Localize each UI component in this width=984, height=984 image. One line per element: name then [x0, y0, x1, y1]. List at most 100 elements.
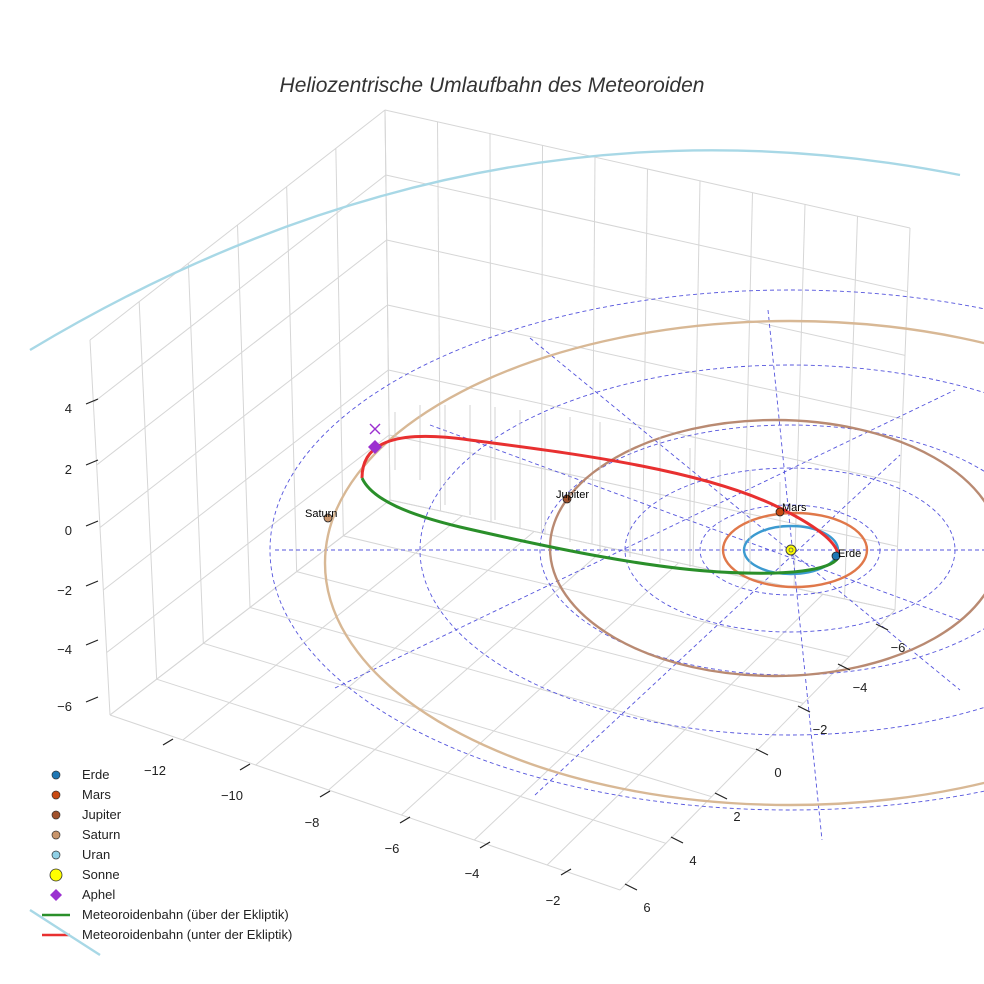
legend-label: Erde [82, 767, 109, 782]
x-tick-label: −2 [546, 893, 561, 908]
planet-label-saturn: Saturn [305, 508, 337, 520]
z-tick-mark [85, 580, 99, 587]
grid-line [103, 369, 389, 591]
legend-label: Meteoroidenbahn (über der Ekliptik) [82, 907, 289, 922]
legend-label: Saturn [82, 827, 120, 842]
ecliptic-ray [529, 337, 961, 691]
legend-label: Aphel [82, 887, 115, 902]
x-tick-mark [239, 763, 251, 771]
x-tick-mark [560, 868, 572, 876]
y-tick-mark [875, 623, 889, 631]
z-tick-mark [85, 520, 99, 527]
grid-line [343, 535, 850, 658]
y-tick-label: −6 [891, 640, 906, 655]
z-tick-label: −2 [57, 583, 72, 598]
orbit-uran [29, 149, 961, 352]
y-tick-label: −4 [853, 680, 868, 695]
ecliptic-ray [334, 389, 956, 689]
aphel-x-mark [369, 423, 381, 435]
orbit-uran-fragment [29, 908, 101, 957]
planet-jupiter-marker [562, 494, 572, 504]
x-tick-mark [479, 841, 491, 849]
grid-line [249, 607, 758, 751]
x-tick-mark [162, 738, 174, 746]
planet-mars-marker [775, 507, 785, 517]
ecliptic-ray [429, 424, 961, 621]
ecliptic-reference-grid [269, 289, 984, 841]
y-tick-mark [670, 836, 684, 844]
z-tick-label: 0 [65, 523, 72, 538]
z-axis: 4 2 0 −2 −4 −6 [57, 398, 99, 714]
grid-line [388, 369, 901, 484]
z-tick-mark [85, 398, 99, 405]
grid-line [96, 239, 387, 466]
z-tick-mark [85, 639, 99, 646]
legend-item: Meteoroidenbahn (über der Ekliptik) [42, 907, 289, 922]
x-tick-label: −10 [221, 788, 243, 803]
legend-item: Erde [51, 767, 109, 782]
y-tick-label: 0 [774, 765, 781, 780]
meteoroid-track-above-ecliptic [360, 477, 840, 575]
x-tick-label: −6 [385, 841, 400, 856]
y-tick-mark [837, 663, 851, 671]
grid-line [93, 174, 387, 403]
grid-line [106, 434, 390, 653]
planet-saturn-marker [323, 513, 333, 523]
y-tick-label: 2 [733, 809, 740, 824]
meteoroid-track-below-ecliptic [360, 434, 840, 559]
grid-line [99, 304, 388, 528]
x-tick-mark [319, 790, 331, 798]
planet-label-erde: Erde [838, 548, 861, 560]
legend-marker [51, 830, 61, 840]
legend-marker [50, 889, 62, 901]
legend-item: Sonne [49, 867, 120, 882]
grid-line [89, 109, 386, 341]
z-tick-mark [85, 696, 99, 703]
legend: Erde Mars Jupiter Saturn Uran Sonne Aphel Meteo… [42, 767, 292, 942]
orbit-jupiter [548, 418, 984, 678]
x-tick-label: −12 [144, 763, 166, 778]
legend-item: Aphel [50, 887, 115, 902]
legend-item: Uran [51, 847, 110, 862]
grid-line [296, 571, 804, 704]
grid-line [389, 499, 896, 611]
trajectory-drop-lines [394, 405, 781, 574]
legend-marker [51, 810, 61, 820]
z-tick-label: −4 [57, 642, 72, 657]
ecliptic-ray [534, 454, 901, 796]
legend-marker [49, 868, 63, 882]
x-tick-label: −4 [465, 866, 480, 881]
y-tick-label: −2 [813, 722, 828, 737]
legend-item: Jupiter [51, 807, 122, 822]
y-tick-mark [624, 883, 638, 891]
grid-line [385, 174, 908, 293]
grid-line [203, 642, 712, 798]
y-axis: −6 −4 −2 0 2 4 6 [624, 623, 906, 915]
chart-title: Heliozentrische Umlaufbahn des Meteoroid… [279, 74, 705, 97]
x-axis: −12 −10 −8 −6 −4 −2 [144, 738, 572, 908]
z-tick-label: −6 [57, 699, 72, 714]
z-tick-mark [85, 459, 99, 466]
y-tick-mark [797, 705, 811, 713]
grid-line [156, 678, 666, 844]
x-tick-label: −8 [305, 815, 320, 830]
sun-disc [785, 544, 797, 556]
legend-item: Meteoroidenbahn (unter der Ekliptik) [42, 927, 292, 942]
x-tick-mark [399, 816, 411, 824]
z-tick-label: 4 [65, 401, 72, 416]
legend-label: Sonne [82, 867, 120, 882]
aphel-diamond [368, 440, 382, 454]
grid-line [387, 304, 903, 420]
y-tick-mark [755, 748, 769, 756]
grid-line [109, 714, 621, 891]
planet-label-jupiter: Jupiter [556, 489, 589, 501]
grid-line [384, 109, 911, 229]
legend-marker [51, 790, 61, 800]
planet-label-mars: Mars [782, 502, 807, 514]
legend-item: Saturn [51, 827, 120, 842]
grid-lines [89, 109, 911, 891]
orbit-mars [721, 511, 869, 589]
sun-core [788, 547, 794, 553]
legend-item: Mars [51, 787, 111, 802]
